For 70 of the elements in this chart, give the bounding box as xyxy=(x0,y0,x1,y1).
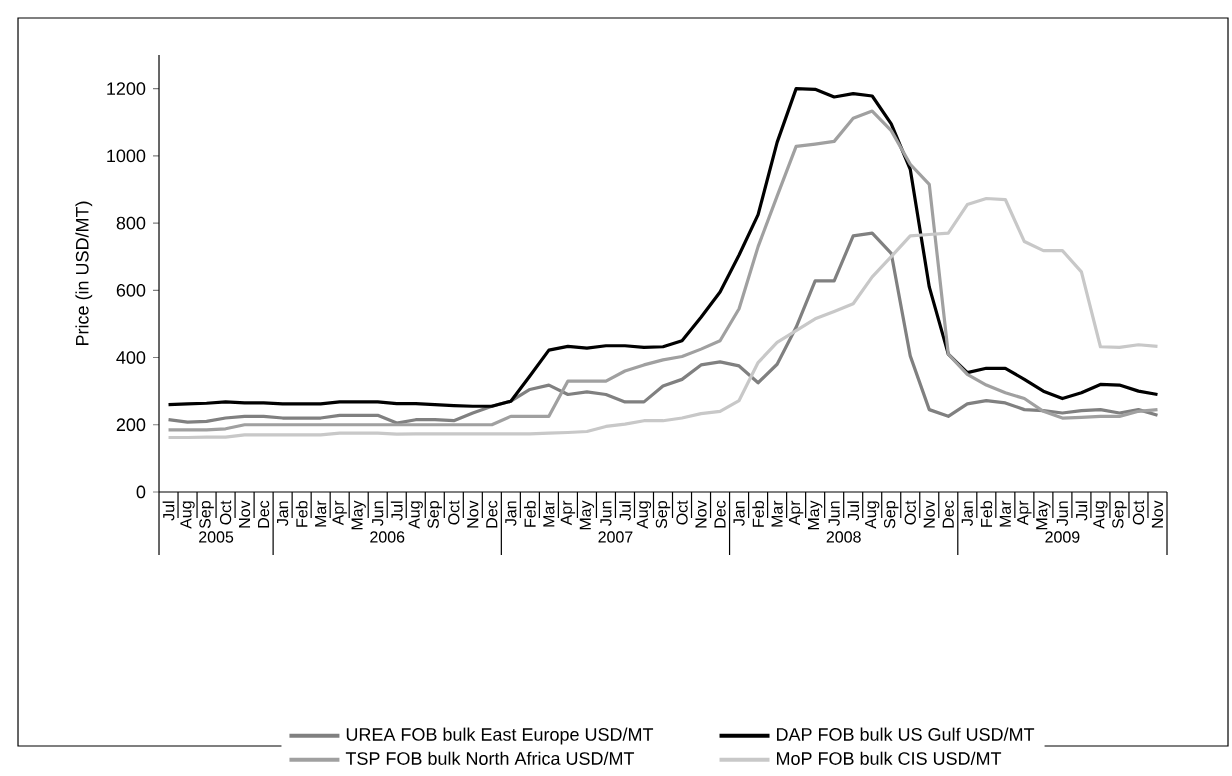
x-tick-label: Mar xyxy=(999,500,1011,527)
x-tick-label: Oct xyxy=(1132,500,1145,525)
x-tick-label: Oct xyxy=(676,500,688,525)
x-tick-label: Oct xyxy=(219,500,232,525)
x-tick-label: May xyxy=(1036,500,1051,530)
x-tick-label: Sep xyxy=(883,501,899,529)
x-tick-label: Feb xyxy=(295,501,308,527)
x-tick-label: Jul xyxy=(619,501,631,521)
x-tick-label: Apr xyxy=(332,500,347,526)
x-tick-label: Apr xyxy=(560,500,576,526)
x-tick-label: Apr xyxy=(788,500,804,526)
x-tick-label: Mar xyxy=(315,500,327,527)
y-tick-label: 1200 xyxy=(107,82,146,96)
x-tick-label: Aug xyxy=(865,501,880,529)
text: 2005 xyxy=(199,531,234,543)
x-tick-label: Dec xyxy=(258,500,270,528)
x-tick-label: Jan xyxy=(733,501,745,527)
text: 2008 xyxy=(826,531,861,543)
x-tick-label: Dec xyxy=(714,500,726,528)
y-axis-title: Price (in USD/MT) xyxy=(75,201,93,346)
x-tick-label: Jul xyxy=(847,501,860,521)
x-tick-label: Jan xyxy=(961,501,973,527)
x-tick-label: Sep xyxy=(427,501,443,529)
x-tick-label: Nov xyxy=(923,500,935,528)
x-tick-label: Aug xyxy=(1093,501,1108,529)
x-tick-label: Nov xyxy=(467,500,479,528)
x-tick-label: Aug xyxy=(408,501,423,529)
x-tick-label: May xyxy=(807,500,823,530)
x-tick-label: Oct xyxy=(904,500,916,525)
x-tick-label: Jun xyxy=(828,501,840,527)
x-tick-label: Sep xyxy=(199,501,214,529)
x-tick-label: Jul xyxy=(1075,501,1088,521)
y-tick-label: 400 xyxy=(116,351,146,365)
y-tick-label: 1000 xyxy=(107,149,146,163)
x-tick-label: Jun xyxy=(1056,501,1068,527)
x-tick-label: May xyxy=(351,500,366,530)
x-tick-label: Dec xyxy=(942,500,954,528)
text: 2009 xyxy=(1045,531,1080,543)
x-tick-label: Aug xyxy=(180,501,195,529)
x-tick-label: Apr xyxy=(1017,500,1032,526)
x-tick-label: Jul xyxy=(390,501,403,521)
x-tick-label: Mar xyxy=(771,500,783,527)
x-tick-label: Jul xyxy=(162,501,175,521)
x-tick-label: Dec xyxy=(486,500,498,528)
y-tick-label: 800 xyxy=(116,216,146,230)
y-tick-label: 0 xyxy=(136,485,146,499)
x-tick-label: Aug xyxy=(636,501,652,529)
y-tick-label: 200 xyxy=(116,418,146,432)
text: 2006 xyxy=(370,531,405,543)
x-tick-label: Feb xyxy=(980,501,993,527)
legend-label: UREA FOB bulk East Europe USD/MT xyxy=(346,727,654,745)
x-tick-label: Oct xyxy=(448,500,460,525)
x-tick-label: Nov xyxy=(695,500,707,528)
x-tick-label: Sep xyxy=(655,501,671,529)
x-tick-label: Sep xyxy=(1112,501,1127,529)
x-tick-label: Nov xyxy=(239,500,251,528)
legend-label: MoP FOB bulk CIS USD/MT xyxy=(777,751,1002,766)
x-tick-label: Jun xyxy=(600,501,612,527)
x-tick-label: Jan xyxy=(505,501,517,527)
x-tick-label: Nov xyxy=(1151,500,1164,528)
text: 2007 xyxy=(598,531,633,543)
x-tick-label: Feb xyxy=(523,501,536,527)
x-tick-label: Jan xyxy=(277,501,289,527)
x-tick-label: May xyxy=(579,500,595,530)
legend-label: TSP FOB bulk North Africa USD/MT xyxy=(345,751,635,766)
legend-label: DAP FOB bulk US Gulf USD/MT xyxy=(777,727,1035,741)
y-tick-label: 600 xyxy=(116,284,146,297)
x-tick-label: Jun xyxy=(372,501,384,527)
x-tick-label: Feb xyxy=(752,501,764,527)
x-tick-label: Mar xyxy=(543,500,555,527)
